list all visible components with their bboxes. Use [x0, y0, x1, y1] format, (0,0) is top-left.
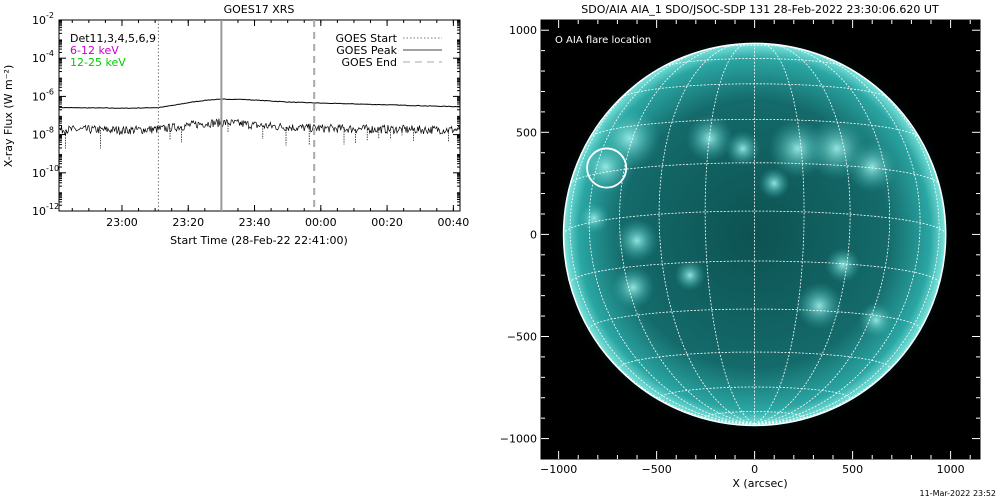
- sun-active-region: [795, 282, 843, 330]
- goes-series-line-low: [59, 98, 460, 109]
- goes-chart-title: GOES17 XRS: [224, 3, 295, 16]
- goes-legend-label: GOES Peak: [336, 44, 397, 57]
- sun-active-region: [686, 114, 734, 162]
- sun-active-region: [758, 167, 790, 200]
- sun-active-region: [611, 265, 655, 310]
- sun-active-region: [858, 302, 894, 338]
- grid-longitude-line: [619, 45, 755, 425]
- sun-active-region: [825, 247, 861, 283]
- goes-annotation: 12-25 keV: [70, 56, 126, 69]
- goes-y-tick-exponent: -6: [46, 87, 54, 96]
- goes-y-tick-label: 10: [32, 129, 46, 142]
- goes-y-tick-exponent: -4: [46, 49, 54, 58]
- goes-y-tick-label: 10: [32, 205, 46, 218]
- goes-y-tick-label: 10: [32, 52, 46, 65]
- sun-active-region: [615, 218, 659, 263]
- aia-x-axis-label: X (arcsec): [732, 477, 787, 490]
- grid-longitude-line: [704, 43, 755, 425]
- goes-y-tick-label: 10: [32, 167, 46, 180]
- aia-y-tick-label: −1000: [500, 433, 537, 446]
- goes-y-tick-exponent: -12: [46, 202, 59, 211]
- goes-legend-label: GOES End: [341, 56, 397, 69]
- goes-annotation: Det11,3,4,5,6,9: [70, 32, 156, 45]
- goes-y-tick-exponent: -8: [46, 126, 54, 135]
- grid-longitude-line: [588, 47, 755, 425]
- aia-y-tick-label: 500: [516, 126, 537, 139]
- flare-location-marker: [586, 147, 628, 189]
- sun-limb: [562, 42, 947, 427]
- sun-active-region: [846, 141, 898, 193]
- goes-legend-label: GOES Start: [336, 32, 398, 45]
- sun-active-region: [674, 259, 706, 291]
- goes-y-axis-label: X-ray Flux (W m⁻²): [2, 65, 15, 167]
- goes-y-tick-label: 10: [32, 90, 46, 103]
- grid-latitude-line: [658, 386, 851, 399]
- goes-x-axis-label: Start Time (28-Feb-22 22:41:00): [170, 234, 348, 247]
- grid-latitude-line: [662, 58, 848, 68]
- grid-latitude-line: [589, 119, 920, 138]
- grid-longitude-line: [754, 45, 891, 425]
- grid-longitude-line: [754, 62, 940, 425]
- grid-longitude-line: [658, 43, 755, 425]
- goes-plot-frame: [58, 19, 461, 212]
- grid-longitude-line: [754, 47, 921, 425]
- grid-longitude-line: [754, 43, 851, 425]
- heliographic-grid: [562, 42, 947, 427]
- sun-active-region: [725, 130, 761, 167]
- grid-latitude-line: [569, 162, 940, 185]
- goes-x-tick-label: 23:40: [239, 216, 271, 229]
- aia-plot-frame: [540, 19, 981, 460]
- goes-x-tick-label: 23:20: [172, 216, 204, 229]
- goes-x-tick-label: 00:20: [371, 216, 403, 229]
- grid-latitude-line: [563, 210, 947, 235]
- sun-active-region: [578, 202, 610, 234]
- aia-chart-title: SDO/AIA AIA_1 SDO/JSOC-SDP 131 28-Feb-20…: [581, 3, 939, 16]
- goes-x-tick-label: 00:00: [305, 216, 337, 229]
- footer-timestamp: 11-Mar-2022 23:52: [920, 489, 997, 498]
- goes-annotation: 6-12 keV: [70, 44, 119, 57]
- goes-series-line-high: [59, 118, 460, 136]
- goes-y-tick-exponent: -10: [46, 164, 59, 173]
- goes-y-tick-label: 10: [32, 14, 46, 27]
- goes-xrs-chart: GOES17 XRS 23:00 23:20 23:40 00:00 00:20 00:4…: [2, 3, 469, 247]
- grid-longitude-line: [569, 62, 755, 425]
- aia-x-tick-label: 0: [751, 463, 758, 476]
- aia-x-tick-label: 1000: [937, 463, 965, 476]
- goes-x-tick-label: 00:40: [438, 216, 470, 229]
- aia-legend-flare-location: O AIA flare location: [555, 35, 651, 46]
- aia-x-tick-label: 500: [842, 463, 863, 476]
- goes-y-tick-exponent: -2: [46, 11, 54, 20]
- aia-y-tick-label: 1000: [509, 24, 537, 37]
- aia-image-chart: SDO/AIA AIA_1 SDO/JSOC-SDP 131 28-Feb-20…: [500, 3, 981, 490]
- aia-y-tick-label: 0: [530, 228, 537, 241]
- aia-x-tick-label: −1000: [540, 463, 577, 476]
- aia-x-tick-label: −500: [642, 463, 672, 476]
- aia-y-tick-label: −500: [507, 330, 537, 343]
- goes-x-tick-label: 23:00: [106, 216, 138, 229]
- grid-longitude-line: [754, 43, 805, 425]
